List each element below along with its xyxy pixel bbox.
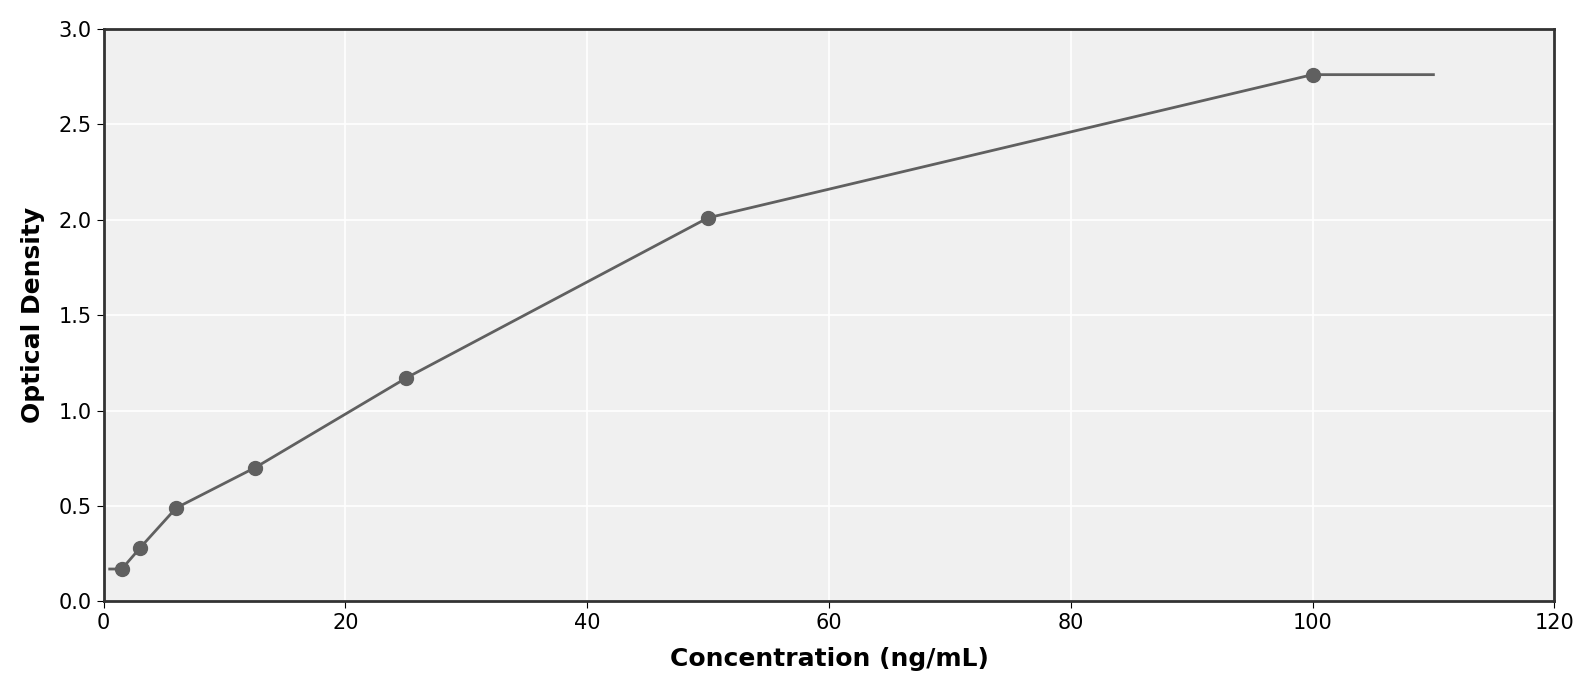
Point bbox=[695, 212, 721, 224]
Point bbox=[163, 502, 188, 513]
Point bbox=[128, 543, 153, 554]
Point bbox=[242, 462, 268, 473]
X-axis label: Concentration (ng/mL): Concentration (ng/mL) bbox=[670, 647, 989, 671]
Point bbox=[108, 563, 134, 574]
Y-axis label: Optical Density: Optical Density bbox=[21, 207, 45, 424]
Point bbox=[392, 372, 418, 383]
Point bbox=[1300, 69, 1325, 80]
